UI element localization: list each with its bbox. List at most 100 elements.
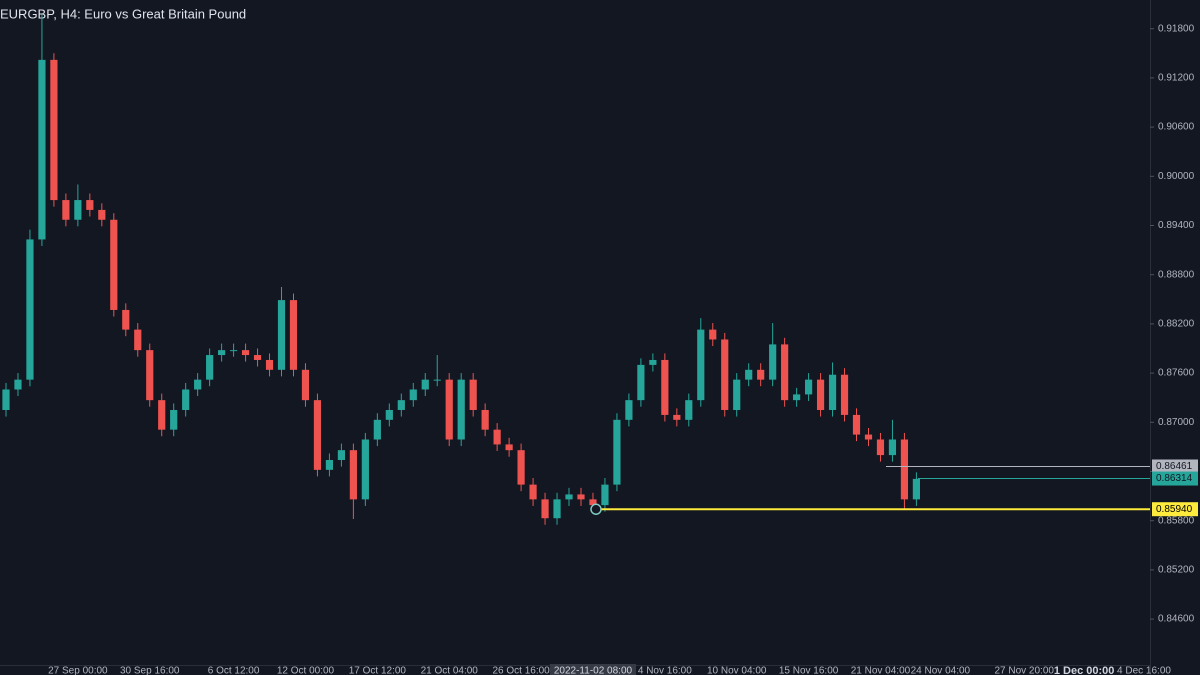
candle-body	[421, 379, 429, 390]
candle-body	[86, 200, 94, 210]
candle-body	[373, 419, 381, 440]
candle-body	[625, 400, 633, 420]
y-tick-label: 0.88200	[1158, 319, 1195, 330]
candle-body	[864, 434, 873, 440]
x-tick-label: 21 Nov 04:00	[851, 666, 911, 675]
candle-body	[26, 239, 34, 380]
candle-body	[122, 309, 130, 330]
candle-body	[337, 450, 345, 461]
candle-body	[289, 300, 298, 370]
candle-body	[277, 300, 286, 370]
price-label-bg	[1152, 471, 1198, 486]
candle-body	[733, 379, 741, 410]
x-tick-label: 27 Sep 00:00	[48, 666, 108, 675]
x-tick-label: 21 Oct 04:00	[421, 666, 479, 675]
candle-body	[194, 379, 202, 390]
candle-body	[613, 419, 621, 485]
candle-body	[457, 379, 465, 440]
candle-body	[769, 344, 777, 380]
candle-body	[816, 379, 825, 410]
candle-body	[397, 400, 405, 410]
y-tick-label: 0.91800	[1158, 23, 1195, 34]
candle-body	[74, 200, 82, 220]
candle-body	[673, 414, 681, 420]
x-tick-label: 10 Nov 04:00	[707, 666, 767, 675]
candle-body	[781, 344, 789, 401]
y-tick-label: 0.85800	[1158, 515, 1195, 526]
candle-body	[230, 350, 238, 352]
candle-body	[218, 350, 226, 356]
x-tick-label: 12 Oct 00:00	[277, 666, 335, 675]
candle-body	[805, 379, 813, 395]
price-label-bg	[1152, 502, 1198, 517]
y-tick-label: 0.85200	[1158, 565, 1195, 576]
candle-body	[661, 359, 669, 415]
y-tick-label: 0.87000	[1158, 417, 1195, 428]
candle-body	[900, 439, 909, 500]
candle-body	[98, 209, 106, 220]
x-tick-label: 1 Dec 00:00	[1054, 665, 1115, 675]
candle-body	[158, 400, 166, 430]
candle-body	[493, 429, 501, 445]
candle-body	[697, 329, 705, 401]
candle-body	[2, 389, 10, 410]
y-tick-label: 0.89400	[1158, 220, 1195, 231]
price-label: 0.86461	[1156, 461, 1193, 472]
candle-body	[553, 499, 561, 519]
x-tick-label: 6 Oct 12:00	[208, 666, 260, 675]
candle-body	[876, 439, 885, 456]
x-crosshair-label-bg	[549, 664, 637, 675]
candle-body	[325, 460, 334, 470]
candle-body	[50, 59, 58, 201]
candle-body	[637, 364, 645, 401]
candle-body	[828, 374, 837, 410]
candle-body	[685, 400, 693, 420]
candle-body	[361, 439, 369, 500]
candle-body	[565, 494, 573, 500]
candle-body	[62, 200, 70, 220]
candle-body	[517, 450, 525, 485]
candle-body	[541, 499, 549, 519]
y-tick-label: 0.87600	[1158, 368, 1195, 379]
candle-body	[38, 59, 46, 240]
candle-body	[265, 359, 274, 370]
x-tick-label: 26 Oct 16:00	[492, 666, 550, 675]
candle-body	[433, 379, 441, 381]
x-tick-label: 17 Oct 12:00	[349, 666, 407, 675]
candle-body	[253, 355, 262, 360]
candle-body	[313, 400, 322, 470]
candle-body	[481, 409, 489, 430]
y-tick-label: 0.88800	[1158, 269, 1195, 280]
x-tick-label: 27 Nov 20:00	[994, 666, 1054, 675]
candle-body	[793, 394, 801, 401]
x-tick-label: 30 Sep 16:00	[120, 666, 180, 675]
y-tick-label: 0.90600	[1158, 122, 1195, 133]
candle-body	[301, 369, 310, 401]
candle-body	[745, 369, 753, 380]
candle-body	[110, 219, 118, 310]
candle-body	[349, 450, 357, 500]
candle-body	[505, 444, 513, 451]
anchor-marker	[590, 503, 602, 515]
candle-body	[912, 478, 920, 500]
chart-title: EURGBP, H4: Euro vs Great Britain Pound	[0, 6, 246, 21]
candle-body	[601, 484, 609, 506]
candle-body	[241, 350, 250, 356]
candle-body	[134, 329, 142, 351]
candle-body	[757, 369, 765, 380]
candle-body	[14, 379, 22, 390]
x-tick-label: 15 Nov 16:00	[779, 666, 839, 675]
y-tick-label: 0.91200	[1158, 73, 1195, 84]
y-tick-label: 0.90000	[1158, 171, 1195, 182]
candle-body	[385, 409, 393, 420]
candle-body	[206, 355, 214, 380]
candle-body	[649, 359, 657, 365]
price-label: 0.85940	[1156, 504, 1193, 515]
candle-body	[709, 329, 717, 340]
candle-body	[888, 439, 897, 456]
x-tick-label: 4 Dec 16:00	[1117, 666, 1171, 675]
candle-body	[445, 379, 453, 440]
x-tick-label: 24 Nov 04:00	[911, 666, 971, 675]
